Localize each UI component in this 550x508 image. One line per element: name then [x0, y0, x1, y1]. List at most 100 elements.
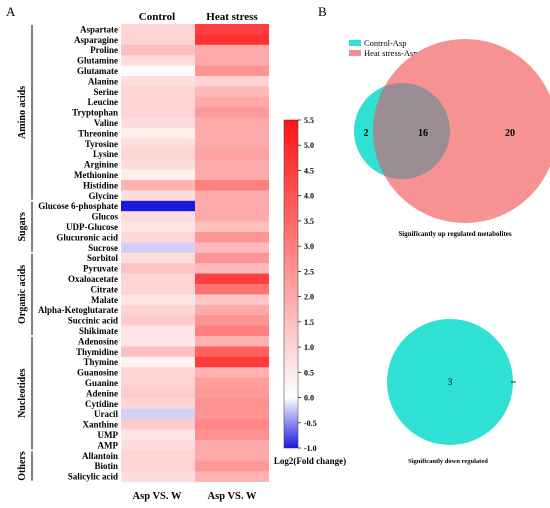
heatmap-cell — [121, 169, 195, 181]
row-label: Succinic acid — [68, 316, 118, 326]
row-label: Asparagine — [74, 35, 118, 45]
heatmap-cell — [195, 138, 269, 150]
heatmap-cell — [195, 336, 269, 347]
heatmap-cell — [195, 169, 269, 181]
heatmap-cell — [121, 117, 195, 129]
row-label: UDP-Glucose — [66, 222, 118, 232]
heatmap-cell — [121, 107, 195, 118]
heatmap-cell — [195, 450, 269, 462]
venn-count-down: 3 — [448, 377, 453, 387]
group-label: Others — [17, 451, 28, 481]
row-label: Guanosine — [77, 368, 118, 378]
colorbar-tick-label: 5.0 — [304, 141, 314, 150]
venn-circle-heat-stress-asp — [373, 39, 550, 223]
heatmap-cell — [195, 263, 269, 274]
row-label: AMP — [98, 440, 119, 450]
row-label: Citrate — [91, 284, 118, 294]
heatmap-cell — [121, 86, 195, 98]
heatmap-cell — [195, 377, 269, 389]
heatmap-cell — [195, 128, 269, 139]
heatmap-cell — [121, 221, 195, 233]
heatmap-cell — [195, 24, 269, 35]
legend-swatch-heat-stress-asp — [349, 50, 361, 56]
legend-label-control-asp: Control-Asp — [364, 38, 407, 48]
heatmap-cell — [121, 356, 195, 368]
group-label: Sugars — [17, 212, 28, 242]
heatmap-cell — [195, 232, 269, 243]
column-footer-heat-stress: Asp VS. W — [208, 491, 257, 502]
heatmap-cell — [121, 294, 195, 306]
colorbar: 5.5 5.0 4.5 4.0 3.5 3.0 2.5 2.0 1.5 1.0 0.5 0.0 -0.5… — [283, 116, 317, 453]
colorbar-tick-label: 0.5 — [304, 368, 314, 377]
heatmap-cell — [121, 263, 195, 274]
colorbar-label: Log2(Fold change) — [274, 456, 346, 466]
heatmap-cell — [121, 180, 195, 191]
heatmap-cell — [121, 232, 195, 243]
heatmap-cell — [195, 252, 269, 264]
colorbar-tick-label: 0.0 — [304, 394, 314, 403]
heatmap-cell — [121, 138, 195, 150]
colorbar-tick-label: 4.5 — [304, 166, 314, 175]
heatmap-cell — [195, 346, 269, 358]
heatmap-cell — [195, 34, 269, 46]
heatmap-cell — [121, 24, 195, 35]
row-label: Glutamine — [77, 56, 118, 66]
heatmap-cell — [121, 315, 195, 326]
column-header-control: Control — [139, 11, 175, 23]
heatmap-cell — [121, 471, 195, 482]
heatmap-cell — [121, 76, 195, 87]
heatmap-cell — [195, 440, 269, 451]
heatmap-cell — [195, 44, 269, 56]
row-label: Salicylic acid — [68, 472, 118, 482]
heatmap-cell — [121, 44, 195, 56]
heatmap-cell — [195, 429, 269, 441]
row-label: Guanine — [85, 378, 118, 388]
heatmap: AspartateAsparagineProlineGlutamineGluta… — [17, 24, 269, 482]
heatmap-cell — [121, 367, 195, 378]
colorbar-tick-label: 2.5 — [304, 267, 314, 276]
row-label: Thymidine — [76, 347, 118, 357]
heatmap-cell — [121, 252, 195, 264]
heatmap-cell — [121, 284, 195, 295]
row-label: Alpha-Ketoglutarate — [38, 305, 118, 315]
heatmap-cell — [121, 200, 195, 212]
heatmap-cell — [195, 294, 269, 306]
heatmap-cell — [121, 450, 195, 462]
group-label: Nucleotides — [17, 368, 28, 418]
row-label: Malate — [91, 295, 118, 305]
legend-swatch-control-asp — [349, 40, 361, 46]
row-label: Serine — [94, 87, 119, 97]
row-label: Glucos — [91, 212, 118, 222]
row-label: Biotin — [94, 461, 118, 471]
row-label: Histidine — [83, 180, 118, 190]
colorbar-tick-label: 4.0 — [304, 192, 314, 201]
colorbar-tick-label: 1.0 — [304, 343, 314, 352]
panel-a-label: A — [6, 4, 16, 19]
row-label: Threonine — [78, 128, 118, 138]
heatmap-cell — [121, 398, 195, 410]
colorbar-tick-label: -0.5 — [304, 419, 317, 428]
heatmap-cell — [195, 180, 269, 191]
group-label: Organic acids — [17, 265, 28, 324]
venn-caption-up: Significantly up regulated metabolites — [398, 230, 512, 238]
row-label: Oxaloacetate — [68, 274, 118, 284]
heatmap-cell — [121, 242, 195, 254]
legend-label-heat-stress-asp: Heat stress-Asp — [364, 48, 418, 58]
venn-count-both: 16 — [418, 128, 428, 139]
heatmap-cell — [195, 273, 269, 285]
row-label: Cytidine — [85, 399, 118, 409]
row-label: Shikimate — [79, 326, 118, 336]
heatmap-cell — [195, 117, 269, 129]
heatmap-cell — [121, 336, 195, 347]
heatmap-cell — [121, 273, 195, 285]
row-label: Alanine — [88, 76, 118, 86]
heatmap-cell — [121, 346, 195, 358]
row-label: Thymine — [83, 357, 118, 367]
heatmap-cell — [121, 377, 195, 389]
heatmap-cell — [195, 419, 269, 430]
heatmap-cell — [121, 440, 195, 451]
venn-caption-down: Significantly down regulated — [408, 458, 488, 465]
row-label: Adenosine — [78, 336, 118, 346]
row-label: Valine — [94, 118, 118, 128]
heatmap-cell — [121, 388, 195, 399]
